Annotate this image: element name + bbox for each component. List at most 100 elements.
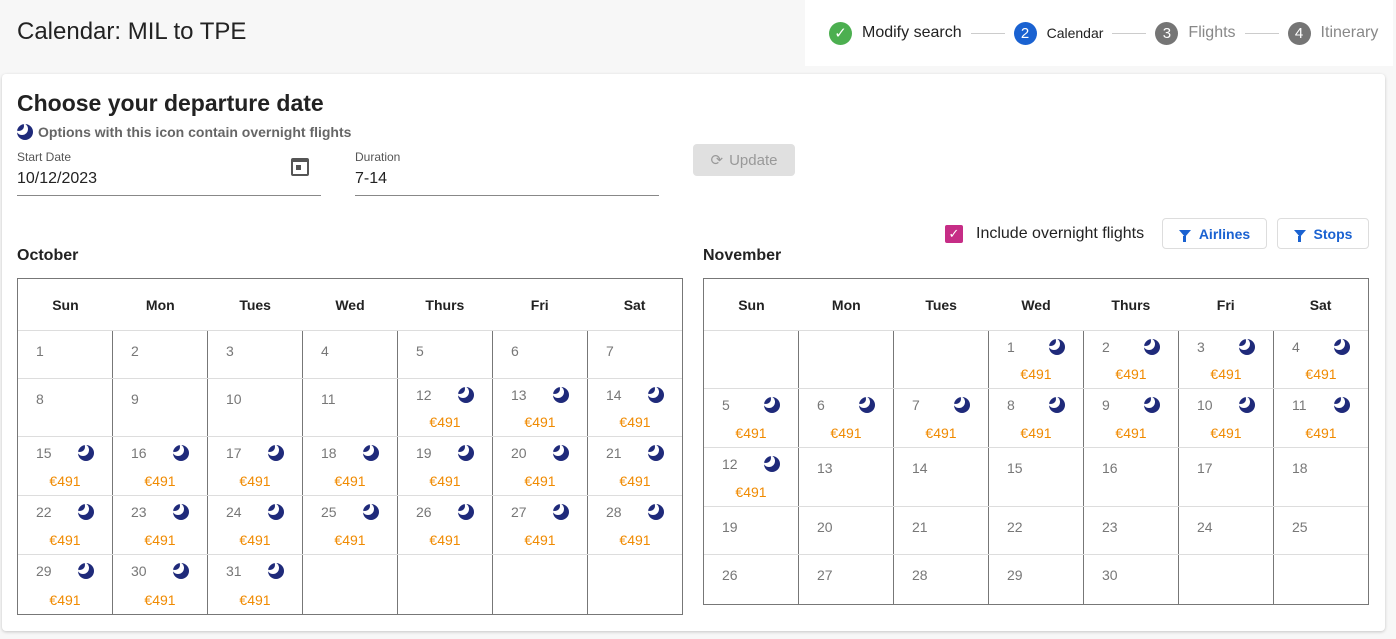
day-cell[interactable]: 30 €491	[113, 555, 208, 614]
day-cell[interactable]: 11 €491	[1274, 389, 1368, 447]
step-itinerary[interactable]: 4 Itinerary	[1287, 21, 1378, 45]
duration-field[interactable]: Duration 7-14	[355, 150, 659, 196]
day-cell[interactable]: 15 €491	[18, 437, 113, 495]
step-calendar[interactable]: 2 Calendar	[1013, 21, 1103, 45]
day-cell[interactable]: 30	[1084, 555, 1179, 604]
day-cell[interactable]: 4	[303, 331, 398, 378]
day-number: 1	[36, 343, 44, 359]
day-cell[interactable]: 21 €491	[588, 437, 682, 495]
day-cell[interactable]: 25 €491	[303, 496, 398, 554]
week-row: 19 20 21 22 23 24 25	[704, 507, 1368, 555]
day-cell[interactable]: 2	[113, 331, 208, 378]
day-cell[interactable]: 28 €491	[588, 496, 682, 554]
include-overnight-label[interactable]: Include overnight flights	[976, 225, 1145, 242]
day-cell[interactable]: 21	[894, 507, 989, 554]
day-number: 10	[226, 391, 242, 407]
day-cell[interactable]: 26	[704, 555, 799, 604]
day-cell[interactable]: 29	[989, 555, 1084, 604]
step-number-icon: 3	[1155, 21, 1179, 45]
day-cell[interactable]: 16	[1084, 448, 1179, 506]
week-row: 29 €491 30 €491 31 €491	[18, 555, 682, 614]
stops-filter-button[interactable]: Stops	[1277, 218, 1369, 249]
day-cell[interactable]: 18 €491	[303, 437, 398, 495]
weekday-label: Tues	[925, 296, 957, 313]
day-cell[interactable]: 12 €491	[704, 448, 799, 506]
day-cell[interactable]: 14 €491	[588, 379, 682, 436]
day-cell[interactable]: 6	[493, 331, 588, 378]
day-cell[interactable]: 27 €491	[493, 496, 588, 554]
day-cell[interactable]: 11	[303, 379, 398, 436]
day-price: €491	[1210, 425, 1242, 441]
day-number: 17	[1197, 460, 1213, 476]
day-cell[interactable]: 7 €491	[894, 389, 989, 447]
day-cell[interactable]: 2 €491	[1084, 331, 1179, 388]
day-cell[interactable]: 24	[1179, 507, 1274, 554]
day-cell[interactable]: 7	[588, 331, 682, 378]
day-cell[interactable]: 26 €491	[398, 496, 493, 554]
day-cell[interactable]: 4 €491	[1274, 331, 1368, 388]
day-cell[interactable]: 31 €491	[208, 555, 303, 614]
week-row: 1 €491 2 €491 3 €491 4 €491	[704, 331, 1368, 389]
week-row: 15 €491 16 €491 17 €491 18 €491 19 €491 20 €491 21 €4…	[18, 437, 682, 496]
step-flights[interactable]: 3 Flights	[1155, 21, 1236, 45]
day-cell[interactable]: 10 €491	[1179, 389, 1274, 447]
day-number: 21	[912, 519, 928, 535]
day-price: €491	[429, 532, 461, 548]
day-cell[interactable]: 3	[208, 331, 303, 378]
day-cell[interactable]: 28	[894, 555, 989, 604]
day-cell[interactable]: 1 €491	[989, 331, 1084, 388]
day-price: €491	[239, 592, 271, 608]
day-cell[interactable]: 13	[799, 448, 894, 506]
day-cell[interactable]: 10	[208, 379, 303, 436]
day-cell[interactable]: 8	[18, 379, 113, 436]
include-overnight-checkbox[interactable]: ✓	[945, 225, 963, 243]
day-price: €491	[144, 473, 176, 489]
day-cell[interactable]: 18	[1274, 448, 1368, 506]
day-cell[interactable]: 5 €491	[704, 389, 799, 447]
day-cell[interactable]: 13 €491	[493, 379, 588, 436]
day-cell[interactable]: 22	[989, 507, 1084, 554]
day-number: 7	[912, 397, 920, 413]
day-cell[interactable]: 22 €491	[18, 496, 113, 554]
day-number: 1	[1007, 339, 1015, 355]
day-cell[interactable]: 6 €491	[799, 389, 894, 447]
day-cell[interactable]: 20	[799, 507, 894, 554]
day-cell[interactable]: 12 €491	[398, 379, 493, 436]
day-cell[interactable]: 5	[398, 331, 493, 378]
start-date-field[interactable]: Start Date 10/12/2023	[17, 150, 321, 196]
day-cell[interactable]: 19	[704, 507, 799, 554]
day-cell[interactable]: 17	[1179, 448, 1274, 506]
day-price: €491	[735, 425, 767, 441]
duration-input[interactable]: 7-14	[355, 170, 388, 187]
update-button[interactable]: ⟳ Update	[693, 144, 795, 176]
day-cell[interactable]: 19 €491	[398, 437, 493, 495]
week-row: 8 9 10 11 12 €491 13 €491 14 €491	[18, 379, 682, 437]
day-cell[interactable]: 16 €491	[113, 437, 208, 495]
day-price: €491	[524, 473, 556, 489]
day-cell[interactable]: 25	[1274, 507, 1368, 554]
day-cell[interactable]: 14	[894, 448, 989, 506]
airlines-filter-button[interactable]: Airlines	[1162, 218, 1267, 249]
day-cell[interactable]: 9 €491	[1084, 389, 1179, 447]
day-cell[interactable]: 9	[113, 379, 208, 436]
day-cell[interactable]: 17 €491	[208, 437, 303, 495]
moon-icon	[954, 397, 970, 413]
moon-icon	[648, 445, 664, 461]
day-number: 29	[36, 563, 52, 579]
day-cell[interactable]: 20 €491	[493, 437, 588, 495]
day-price: €491	[144, 592, 176, 608]
day-cell[interactable]: 15	[989, 448, 1084, 506]
day-cell[interactable]: 24 €491	[208, 496, 303, 554]
day-cell[interactable]: 23	[1084, 507, 1179, 554]
day-cell[interactable]: 29 €491	[18, 555, 113, 614]
start-date-input[interactable]: 10/12/2023	[17, 170, 98, 187]
day-number: 12	[722, 456, 738, 472]
day-cell[interactable]: 23 €491	[113, 496, 208, 554]
day-cell[interactable]: 3 €491	[1179, 331, 1274, 388]
day-cell[interactable]: 1	[18, 331, 113, 378]
moon-icon	[268, 563, 284, 579]
day-cell[interactable]: 8 €491	[989, 389, 1084, 447]
step-modify-search[interactable]: ✓ Modify search	[829, 21, 962, 45]
calendar-icon[interactable]	[291, 158, 309, 176]
day-cell[interactable]: 27	[799, 555, 894, 604]
